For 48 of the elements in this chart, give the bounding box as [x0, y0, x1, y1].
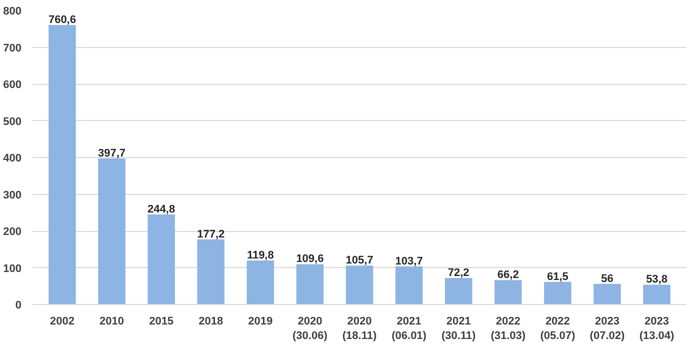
y-tick-label: 700: [3, 42, 22, 54]
data-label: 61,5: [546, 270, 568, 283]
x-tick-label: 2002: [50, 316, 74, 328]
x-tick-label: 2022 (31.03): [490, 316, 526, 342]
x-tick-label: 2010: [100, 316, 124, 328]
x-tick-label: 2021 (30.11): [441, 316, 476, 342]
data-label: 119,8: [246, 249, 274, 262]
data-label: 53,8: [646, 274, 668, 286]
bar: [544, 282, 572, 304]
bar: [296, 264, 324, 304]
data-label: 66,2: [497, 269, 519, 282]
data-label: 760,6: [48, 14, 76, 26]
x-tick-label: 2020 (30.06): [292, 316, 328, 342]
x-tick-label: 2023 (07.02): [590, 316, 625, 342]
bar: [643, 284, 670, 304]
bar: [395, 266, 423, 304]
x-tick-label: 2023 (13.04): [639, 316, 675, 342]
y-tick-label: 800: [3, 6, 22, 18]
y-tick-label: 400: [3, 152, 22, 164]
bar: [444, 278, 472, 304]
x-tick-label: 2020 (18.11): [342, 316, 377, 342]
bar: [246, 260, 274, 304]
data-label: 177,2: [197, 228, 225, 240]
y-tick-label: 0: [15, 300, 22, 312]
x-tick-label: 2018: [198, 316, 224, 328]
y-tick-label: 300: [3, 189, 22, 202]
x-tick-label: 2015: [149, 316, 174, 328]
bar: [148, 214, 175, 304]
bar: [197, 239, 224, 304]
bar: [594, 284, 621, 304]
data-label: 244,8: [148, 204, 176, 216]
data-label: 105,7: [346, 254, 374, 267]
y-tick-label: 100: [3, 262, 22, 275]
data-label: 103,7: [395, 255, 423, 268]
x-tick-label: 2019: [248, 316, 273, 328]
bar: [48, 24, 76, 304]
bar: [494, 280, 522, 304]
data-label: 72,2: [448, 266, 470, 279]
y-tick-label: 500: [3, 116, 22, 128]
data-label: 56: [601, 272, 614, 285]
y-tick-label: 200: [3, 226, 22, 238]
y-tick-label: 600: [3, 79, 22, 91]
x-tick-label: 2022 (05.07): [540, 316, 576, 342]
bar: [346, 266, 374, 304]
data-label: 109,6: [296, 253, 324, 266]
data-label: 397,7: [98, 147, 126, 160]
bar: [98, 158, 126, 304]
x-tick-label: 2021 (06.01): [392, 316, 427, 342]
